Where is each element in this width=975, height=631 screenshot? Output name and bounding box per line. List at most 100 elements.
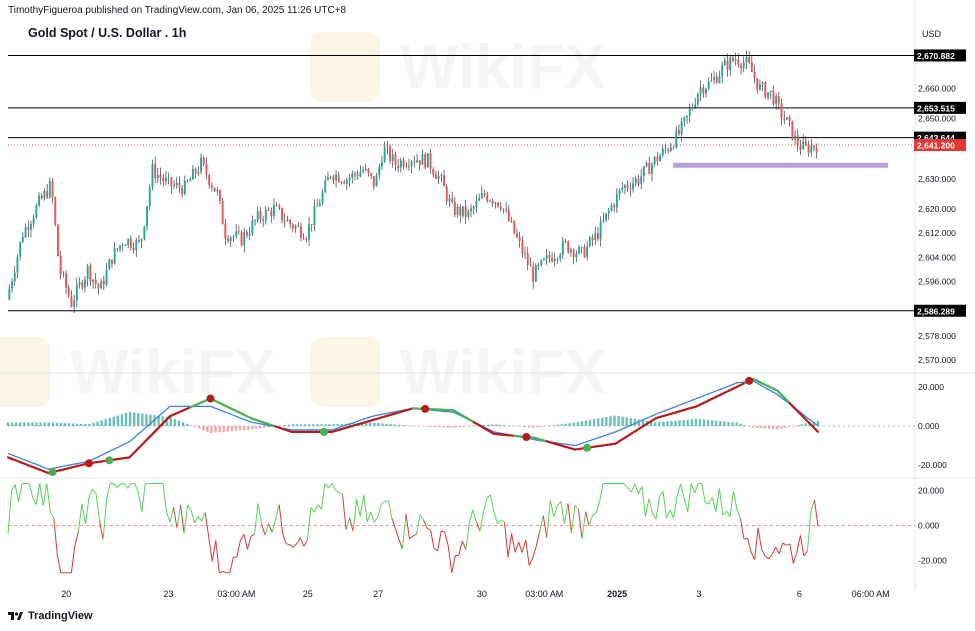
macd-histogram-bar: [731, 422, 734, 426]
candle-body: [661, 148, 664, 156]
candle-body: [680, 121, 683, 134]
osc-segment: [532, 546, 537, 559]
candle-body: [156, 174, 159, 179]
level-label-box: [914, 304, 966, 317]
macd-histogram-bar: [75, 423, 79, 426]
osc-segment: [419, 514, 424, 521]
osc-segment: [35, 483, 41, 505]
candle-body: [750, 62, 753, 73]
macd-tick-label: -20.000: [918, 460, 947, 470]
macd-histogram-bar: [487, 424, 490, 426]
candle-body: [607, 210, 610, 214]
candle-body: [102, 280, 105, 285]
macd-histogram-bar: [39, 422, 42, 426]
osc-segment: [447, 545, 453, 573]
price-tick-label: 2,578.000: [918, 331, 956, 341]
macd-histogram-bar: [6, 422, 10, 426]
candle-body: [340, 182, 343, 183]
osc-segment: [197, 515, 203, 522]
macd-histogram-bar: [206, 426, 209, 432]
osc-segment: [778, 542, 784, 555]
osc-segment: [514, 541, 520, 553]
osc-segment: [370, 511, 375, 523]
candle-body: [262, 219, 265, 221]
osc-segment: [423, 519, 428, 529]
osc-segment: [775, 546, 780, 555]
macd-histogram-bar: [719, 421, 722, 426]
macd-histogram-bar: [739, 423, 742, 426]
macd-histogram-bar: [580, 421, 584, 426]
macd-histogram-bar: [312, 424, 315, 426]
candle-body: [437, 175, 440, 179]
candle-body: [391, 154, 394, 162]
macd-histogram-bar: [43, 422, 46, 426]
candle-body: [426, 153, 429, 168]
macd-histogram-bar: [690, 419, 694, 426]
macd-histogram-bar: [531, 426, 535, 428]
candle-body: [769, 90, 772, 93]
price-pane: [8, 50, 915, 314]
candle-body: [297, 226, 300, 227]
macd-histogram-bar: [214, 426, 217, 433]
candle-body: [732, 57, 734, 61]
chart-title: Gold Spot / U.S. Dollar . 1h: [28, 26, 187, 40]
candle-body: [270, 210, 273, 216]
candle-body: [316, 205, 319, 207]
candle-body: [97, 284, 100, 289]
macd-histogram-bar: [242, 426, 246, 431]
macd-histogram-bar: [340, 423, 343, 426]
candle-body: [543, 258, 545, 261]
macd-histogram-bar: [548, 425, 551, 427]
candle-body: [534, 265, 537, 282]
candle-body: [656, 156, 659, 162]
price-tick-label: 2,660.000: [918, 83, 956, 93]
candle-body: [561, 241, 564, 255]
candle-body: [197, 171, 200, 174]
macd-histogram-bar: [755, 426, 759, 429]
macd-histogram-bar: [507, 425, 510, 427]
macd-histogram-bar: [743, 424, 746, 426]
macd-histogram-bar: [169, 417, 173, 426]
osc-segment: [792, 552, 798, 564]
candle-body: [597, 232, 599, 240]
candle-body: [86, 265, 89, 280]
macd-histogram-bar: [686, 419, 689, 426]
macd-histogram-bar: [552, 425, 555, 426]
macd-histogram-bar: [666, 421, 669, 426]
candle-body: [246, 232, 248, 236]
osc-segment: [736, 509, 741, 519]
osc-segment: [310, 507, 315, 513]
candle-body: [424, 154, 427, 168]
candle-body: [194, 168, 197, 174]
macd-histogram-bar: [535, 426, 539, 428]
macd-histogram-bar: [67, 423, 71, 426]
candle-body: [105, 269, 108, 285]
candle-body: [210, 185, 213, 188]
candle-body: [84, 279, 86, 288]
candle-body: [205, 163, 208, 176]
tradingview-brand[interactable]: TradingView: [8, 610, 93, 622]
candle-body: [456, 206, 459, 215]
candle-body: [699, 87, 702, 94]
osc-segment: [387, 500, 393, 519]
macd-histogram-bar: [295, 424, 299, 426]
macd-histogram-bar: [218, 426, 221, 433]
macd-histogram-bar: [299, 424, 303, 426]
candle-body: [48, 181, 51, 198]
candle-body: [408, 165, 410, 167]
macd-histogram-bar: [165, 416, 168, 426]
osc-segment: [289, 544, 294, 548]
macd-histogram-bar: [609, 416, 612, 426]
osc-tick-label: -20.000: [918, 556, 947, 566]
watermark-badge-icon: [310, 32, 380, 102]
candle-body: [116, 248, 119, 250]
watermark-2: WikiFX: [0, 337, 276, 407]
candle-body: [40, 195, 43, 199]
macd-histogram-bar: [161, 416, 164, 426]
candle-body: [794, 135, 796, 140]
candle-body: [467, 211, 470, 217]
candle-body: [570, 249, 572, 253]
candle-body: [135, 240, 138, 251]
osc-segment: [296, 537, 301, 544]
